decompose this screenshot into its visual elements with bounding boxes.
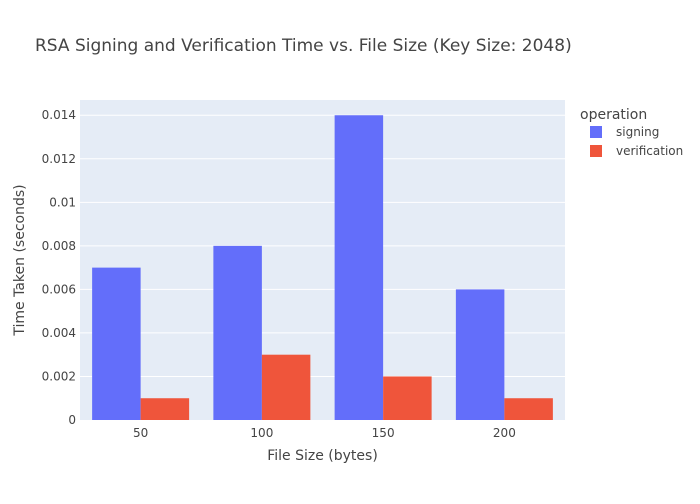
y-tick-label: 0.01: [49, 195, 76, 209]
x-tick-label: 100: [250, 426, 273, 440]
y-tick-label: 0.014: [42, 108, 76, 122]
x-axis-ticks: 50 100 150 200: [133, 426, 516, 440]
x-tick-label: 200: [493, 426, 516, 440]
bar-signing-150[interactable]: [334, 115, 384, 420]
x-tick-label: 150: [372, 426, 395, 440]
legend-swatch: [590, 126, 602, 138]
bar-verification-50[interactable]: [140, 398, 190, 420]
y-tick-label: 0.004: [42, 326, 76, 340]
gridlines: [80, 114, 565, 377]
chart-title: RSA Signing and Verification Time vs. Fi…: [35, 36, 572, 56]
legend[interactable]: operation signing verification: [580, 107, 683, 158]
y-tick-label: 0.006: [42, 282, 76, 296]
bar-verification-100[interactable]: [261, 354, 311, 420]
y-tick-label: 0.008: [42, 239, 76, 253]
y-tick-label: 0: [68, 413, 76, 427]
bar-signing-200[interactable]: [455, 289, 505, 420]
y-tick-label: 0.002: [42, 369, 76, 383]
legend-item-signing[interactable]: signing: [590, 125, 659, 139]
bar-signing-100[interactable]: [213, 245, 262, 420]
y-axis-label: Time Taken (seconds): [12, 184, 28, 336]
x-axis-label: File Size (bytes): [267, 448, 378, 464]
y-axis-ticks: 0 0.002 0.004 0.006 0.008 0.01 0.012 0.014: [42, 108, 76, 427]
legend-item-verification[interactable]: verification: [590, 144, 683, 158]
bars: [92, 115, 553, 420]
legend-label: verification: [616, 144, 683, 158]
bar-verification-150[interactable]: [383, 376, 432, 420]
bar-verification-200[interactable]: [504, 398, 553, 420]
y-tick-label: 0.012: [42, 152, 76, 166]
legend-title: operation: [580, 107, 647, 123]
bar-signing-50[interactable]: [92, 267, 141, 420]
x-tick-label: 50: [133, 426, 148, 440]
legend-label: signing: [616, 125, 659, 139]
legend-swatch: [590, 145, 602, 157]
